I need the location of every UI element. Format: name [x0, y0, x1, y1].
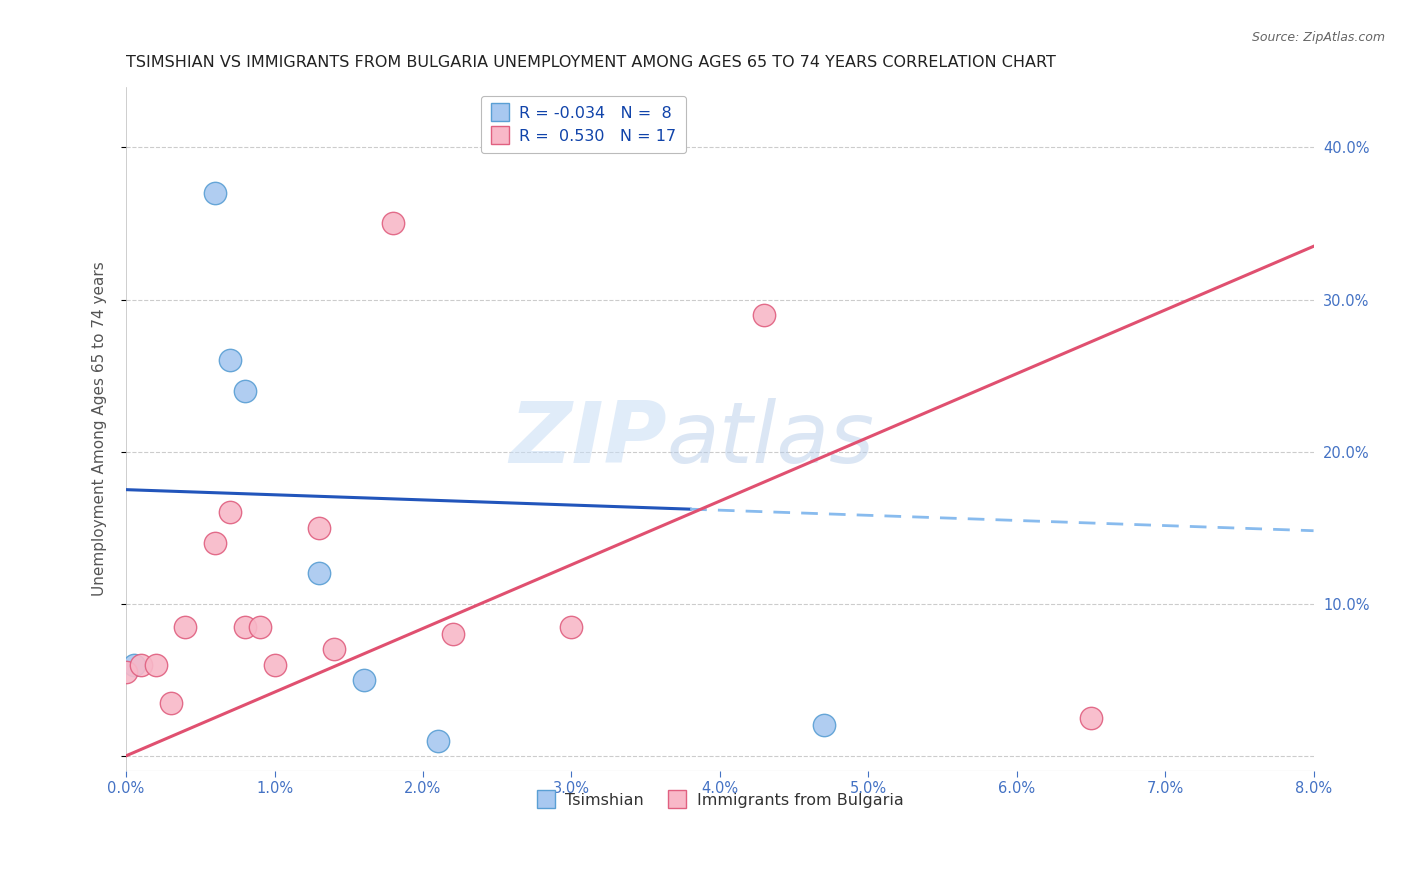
Point [813, 718, 835, 732]
Text: ZIP: ZIP [509, 398, 666, 481]
Point [129, 657, 152, 672]
Point [219, 506, 242, 520]
Point [122, 657, 145, 672]
Point [115, 665, 138, 680]
Legend: Tsimshian, Immigrants from Bulgaria: Tsimshian, Immigrants from Bulgaria [530, 787, 910, 814]
Point [353, 673, 375, 687]
Point [174, 619, 197, 633]
Point [145, 657, 167, 672]
Point [204, 186, 226, 200]
Point [322, 642, 344, 657]
Point [560, 619, 582, 633]
Y-axis label: Unemployment Among Ages 65 to 74 years: Unemployment Among Ages 65 to 74 years [93, 261, 107, 596]
Point [1080, 711, 1102, 725]
Point [249, 619, 271, 633]
Point [219, 353, 242, 368]
Point [308, 521, 330, 535]
Point [426, 733, 449, 747]
Point [233, 619, 256, 633]
Point [441, 627, 464, 641]
Text: Source: ZipAtlas.com: Source: ZipAtlas.com [1251, 31, 1385, 45]
Text: TSIMSHIAN VS IMMIGRANTS FROM BULGARIA UNEMPLOYMENT AMONG AGES 65 TO 74 YEARS COR: TSIMSHIAN VS IMMIGRANTS FROM BULGARIA UN… [127, 55, 1056, 70]
Point [204, 536, 226, 550]
Point [233, 384, 256, 398]
Point [308, 566, 330, 581]
Text: atlas: atlas [666, 398, 875, 481]
Point [263, 657, 285, 672]
Point [159, 696, 181, 710]
Point [382, 217, 405, 231]
Point [754, 308, 776, 322]
